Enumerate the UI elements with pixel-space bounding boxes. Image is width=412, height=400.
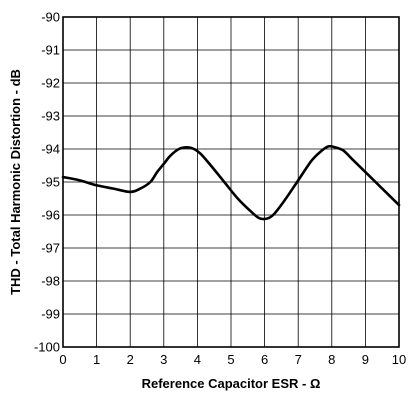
y-tick-label: -95	[41, 175, 60, 190]
x-tick-label: 8	[328, 352, 335, 367]
y-tick-label: -94	[41, 142, 60, 157]
y-axis-tick-labels: -90 -91 -92 -93 -94 -95 -96 -97 -98 -99 -100	[34, 10, 60, 355]
x-tick-label: 2	[127, 352, 134, 367]
y-tick-label: -90	[41, 10, 60, 25]
x-axis-title: Reference Capacitor ESR - Ω	[142, 376, 321, 391]
x-tick-label: 4	[194, 352, 201, 367]
x-axis-tick-labels: 0 1 2 3 4 5 6 7 8 9 10	[59, 352, 406, 367]
x-tick-label: 10	[392, 352, 406, 367]
y-tick-label: -92	[41, 76, 60, 91]
y-tick-label: -98	[41, 274, 60, 289]
y-tick-label: -100	[34, 340, 60, 355]
y-tick-label: -96	[41, 208, 60, 223]
y-axis-title: THD - Total Harmonic Distortion - dB	[8, 69, 23, 295]
y-tick-label: -91	[41, 43, 60, 58]
x-tick-label: 3	[160, 352, 167, 367]
x-tick-label: 9	[362, 352, 369, 367]
y-tick-label: -93	[41, 109, 60, 124]
x-tick-label: 1	[93, 352, 100, 367]
x-tick-label: 0	[59, 352, 66, 367]
x-tick-label: 5	[227, 352, 234, 367]
x-tick-label: 6	[261, 352, 268, 367]
plot-frame	[62, 16, 400, 348]
grid	[62, 16, 400, 348]
thd-series-line	[61, 144, 401, 221]
y-tick-label: -97	[41, 241, 60, 256]
x-tick-label: 7	[295, 352, 302, 367]
y-tick-label: -99	[41, 307, 60, 322]
